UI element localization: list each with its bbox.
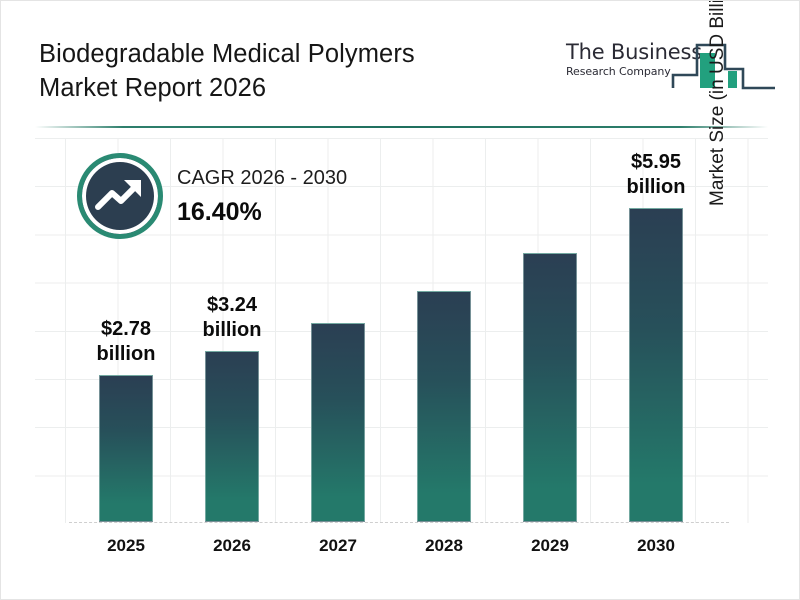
x-tick-2025: 2025 xyxy=(107,536,145,555)
x-tick-2030: 2030 xyxy=(637,536,675,555)
bar-2030 xyxy=(629,208,683,522)
x-tick-2027: 2027 xyxy=(319,536,357,555)
x-tick-2028: 2028 xyxy=(425,536,463,555)
bar-2025 xyxy=(99,375,153,522)
x-tick-2026: 2026 xyxy=(213,536,251,555)
bar-2029 xyxy=(523,252,577,522)
y-axis-label: Market Size (in USD Billion) xyxy=(707,0,728,206)
bar-value-label-2030: $5.95 billion xyxy=(626,151,686,199)
bar-2028 xyxy=(417,290,471,522)
bar-2027 xyxy=(311,323,365,522)
cagr-badge-circle xyxy=(77,153,163,239)
logo-text: The Business Research Company xyxy=(566,41,706,79)
header-divider xyxy=(35,126,768,128)
company-logo: The Business Research Company xyxy=(563,31,778,103)
logo-line-1: The Business xyxy=(566,40,702,64)
bar-value-label-2025: $2.78 billion xyxy=(96,318,156,366)
cagr-callout: CAGR 2026 - 2030 16.40% xyxy=(77,153,407,253)
page-title: Biodegradable Medical Polymers Market Re… xyxy=(39,40,415,102)
cagr-period-label: CAGR 2026 - 2030 xyxy=(177,167,348,189)
x-tick-2029: 2029 xyxy=(531,536,569,555)
header: Biodegradable Medical Polymers Market Re… xyxy=(1,1,799,128)
bar-value-label-2026: $3.24 billion xyxy=(202,294,262,342)
bar-2026 xyxy=(205,351,259,522)
chart-baseline xyxy=(69,522,729,523)
logo-line-2: Research Company xyxy=(566,65,671,78)
cagr-value-label: 16.40% xyxy=(177,198,262,226)
bar-chart-logo-icon xyxy=(671,43,775,90)
trending-up-icon xyxy=(95,180,141,210)
